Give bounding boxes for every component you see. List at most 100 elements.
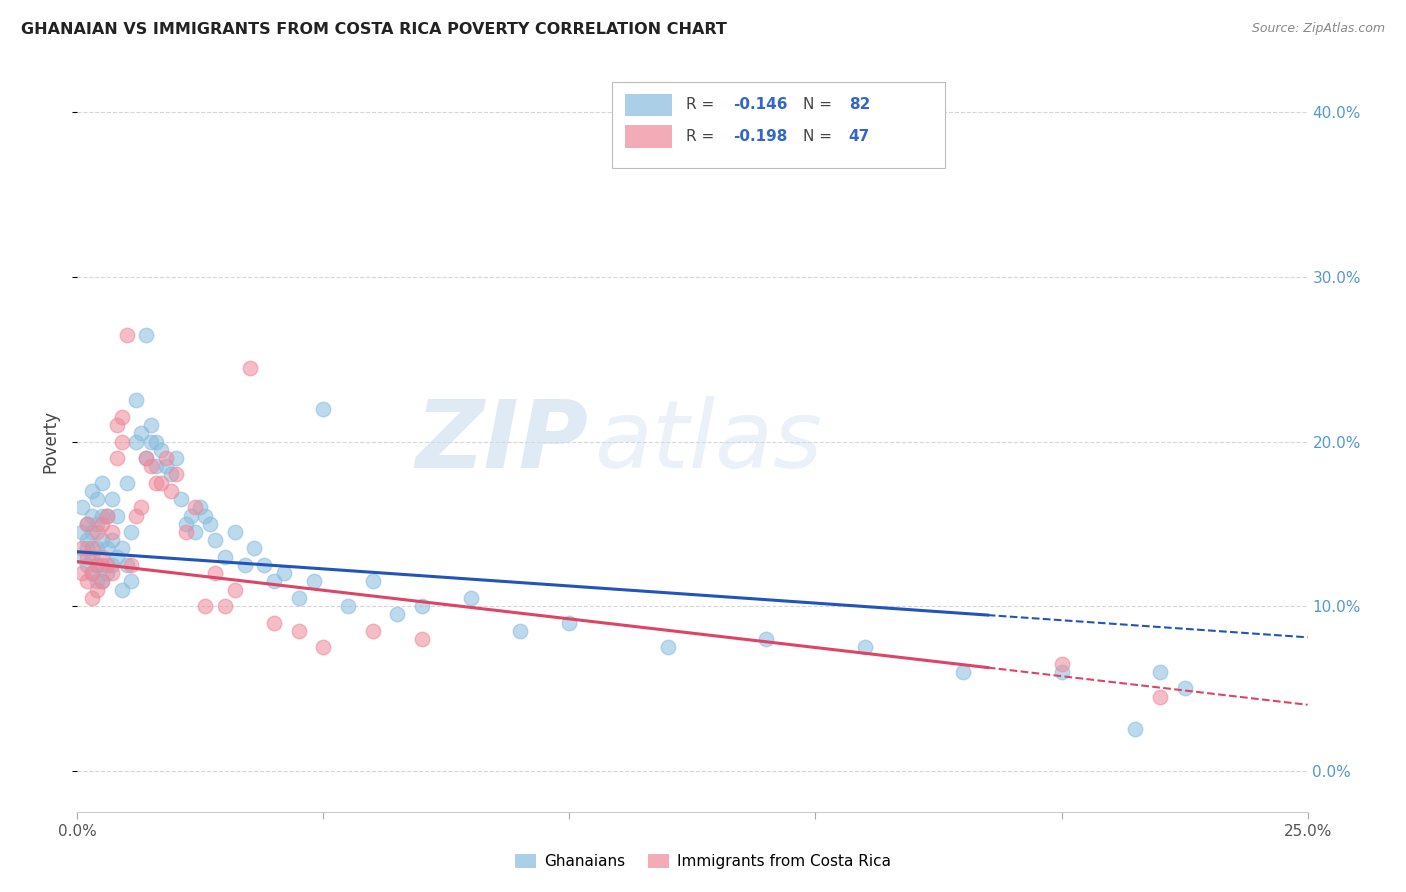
Ghanaians [509,624,531,638]
Immigrants from Costa Rica [76,516,98,531]
Ghanaians [243,541,266,556]
Text: R =: R = [686,97,720,112]
Ghanaians [96,508,118,523]
Ghanaians [170,492,193,507]
Immigrants from Costa Rica [125,508,148,523]
Ghanaians [129,426,153,441]
Ghanaians [411,599,433,613]
Immigrants from Costa Rica [150,475,173,490]
Ghanaians [312,401,335,416]
Immigrants from Costa Rica [1050,657,1073,671]
Ghanaians [111,582,132,597]
Immigrants from Costa Rica [86,558,108,572]
Ghanaians [82,524,104,539]
Ghanaians [194,508,217,523]
Ghanaians [253,558,276,572]
Legend: Ghanaians, Immigrants from Costa Rica: Ghanaians, Immigrants from Costa Rica [509,848,897,875]
Ghanaians [82,549,104,564]
Immigrants from Costa Rica [239,360,262,375]
Immigrants from Costa Rica [184,500,207,515]
Immigrants from Costa Rica [288,624,311,638]
Immigrants from Costa Rica [90,549,114,564]
Ghanaians [273,566,295,581]
Ghanaians [302,574,325,589]
Text: N =: N = [803,97,837,112]
Immigrants from Costa Rica [160,483,183,498]
Ghanaians [1174,681,1197,696]
Immigrants from Costa Rica [155,450,177,465]
Immigrants from Costa Rica [86,582,108,597]
Ghanaians [180,508,202,523]
Immigrants from Costa Rica [263,615,285,630]
Text: 47: 47 [849,129,870,144]
Ghanaians [115,558,138,572]
Y-axis label: Poverty: Poverty [41,410,59,473]
Text: GHANAIAN VS IMMIGRANTS FROM COSTA RICA POVERTY CORRELATION CHART: GHANAIAN VS IMMIGRANTS FROM COSTA RICA P… [21,22,727,37]
Ghanaians [76,533,98,548]
Immigrants from Costa Rica [141,459,163,474]
Immigrants from Costa Rica [165,467,187,482]
Immigrants from Costa Rica [361,624,384,638]
Ghanaians [1050,665,1073,679]
Ghanaians [200,516,222,531]
Immigrants from Costa Rica [111,409,132,424]
FancyBboxPatch shape [613,82,945,168]
Ghanaians [385,607,409,622]
Ghanaians [337,599,360,613]
Immigrants from Costa Rica [86,524,108,539]
Ghanaians [952,665,974,679]
Ghanaians [86,516,108,531]
Ghanaians [165,450,187,465]
Ghanaians [101,533,124,548]
Ghanaians [233,558,256,572]
Immigrants from Costa Rica [70,541,93,556]
Text: 82: 82 [849,97,870,112]
Ghanaians [70,500,93,515]
Ghanaians [263,574,285,589]
Text: N =: N = [803,129,837,144]
Ghanaians [174,516,197,531]
Immigrants from Costa Rica [82,591,104,605]
Immigrants from Costa Rica [96,558,118,572]
Immigrants from Costa Rica [82,541,104,556]
Immigrants from Costa Rica [204,566,226,581]
Immigrants from Costa Rica [129,500,153,515]
Ghanaians [121,524,143,539]
Immigrants from Costa Rica [105,418,128,433]
Ghanaians [1125,723,1147,737]
Immigrants from Costa Rica [174,524,197,539]
Immigrants from Costa Rica [90,516,114,531]
Text: ZIP: ZIP [415,395,588,488]
Ghanaians [755,632,778,646]
Immigrants from Costa Rica [111,434,132,449]
Ghanaians [70,549,93,564]
Immigrants from Costa Rica [312,640,335,655]
Ghanaians [90,533,114,548]
Ghanaians [90,574,114,589]
Ghanaians [204,533,226,548]
Text: Source: ZipAtlas.com: Source: ZipAtlas.com [1251,22,1385,36]
Ghanaians [125,434,148,449]
Ghanaians [1149,665,1171,679]
Immigrants from Costa Rica [115,327,138,342]
Ghanaians [82,566,104,581]
Immigrants from Costa Rica [121,558,143,572]
Text: atlas: atlas [595,396,823,487]
Text: R =: R = [686,129,720,144]
Ghanaians [115,475,138,490]
Ghanaians [160,467,183,482]
Ghanaians [105,549,128,564]
Immigrants from Costa Rica [224,582,246,597]
Ghanaians [101,492,124,507]
Ghanaians [135,450,157,465]
Immigrants from Costa Rica [76,549,98,564]
Ghanaians [76,516,98,531]
Immigrants from Costa Rica [101,566,124,581]
Immigrants from Costa Rica [70,566,93,581]
Immigrants from Costa Rica [145,475,167,490]
Immigrants from Costa Rica [76,574,98,589]
Ghanaians [214,549,236,564]
Ghanaians [224,524,246,539]
Immigrants from Costa Rica [214,599,236,613]
Ghanaians [82,483,104,498]
